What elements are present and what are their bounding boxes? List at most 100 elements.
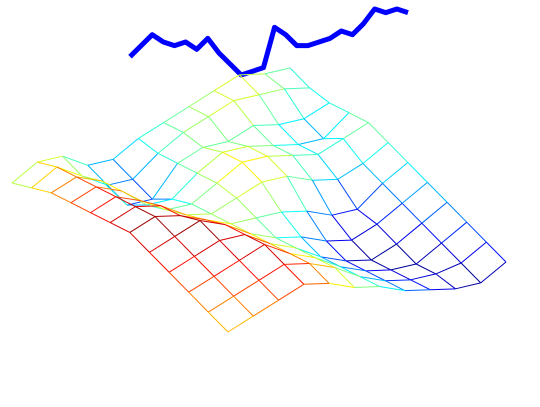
mesh-line <box>189 91 214 107</box>
mesh-line <box>32 167 57 188</box>
mesh-line <box>217 183 237 198</box>
mesh-line <box>284 89 304 119</box>
mesh-line <box>175 236 195 256</box>
mesh-line <box>214 276 234 296</box>
mesh-line <box>430 289 455 290</box>
mesh-line <box>441 243 461 263</box>
mesh-line <box>284 264 304 284</box>
mesh-line <box>237 198 257 218</box>
mesh-line <box>12 162 37 183</box>
mesh-line <box>172 173 197 199</box>
mesh-line <box>436 263 461 274</box>
mesh-line <box>228 141 248 146</box>
mesh-line <box>363 143 388 164</box>
mesh-line <box>149 252 169 272</box>
mesh-line <box>209 101 234 117</box>
mesh-line <box>234 280 259 296</box>
mesh-line <box>228 316 253 332</box>
mesh-line <box>447 202 467 222</box>
mesh-line <box>110 223 130 233</box>
mesh-line <box>223 152 243 162</box>
mesh-line <box>265 244 285 264</box>
mesh-line <box>486 242 506 262</box>
mesh-line <box>391 270 411 280</box>
mesh-line <box>197 152 222 173</box>
mesh-line <box>312 179 337 180</box>
mesh-line <box>307 211 332 215</box>
mesh-line <box>186 214 211 215</box>
mesh-line <box>265 68 290 74</box>
mesh-line <box>169 272 189 292</box>
mesh-line <box>422 223 442 243</box>
mesh-line <box>164 123 184 133</box>
mesh-line <box>12 183 32 188</box>
mesh-line <box>265 74 285 89</box>
mesh-line <box>281 212 301 237</box>
mesh-line <box>371 260 391 270</box>
mesh-line <box>189 292 209 312</box>
mesh-line <box>279 119 304 125</box>
mesh-line <box>338 179 358 209</box>
mesh-line <box>455 283 480 289</box>
mesh-line <box>203 147 223 152</box>
mesh-line <box>411 274 436 280</box>
mesh-line <box>262 176 287 182</box>
mesh-line <box>304 283 329 284</box>
mesh-line <box>192 183 217 204</box>
mesh-line <box>279 284 304 300</box>
mesh-line <box>329 103 349 113</box>
mesh-line <box>248 146 268 156</box>
mesh-line <box>234 95 259 101</box>
mesh-line <box>113 138 138 159</box>
mesh-line <box>239 260 259 280</box>
chart <box>0 0 540 407</box>
mesh-line <box>324 113 349 139</box>
mesh-line <box>397 244 417 264</box>
mesh-line <box>262 182 282 212</box>
mesh-line <box>158 132 183 153</box>
mesh-line <box>192 204 212 214</box>
mesh-line <box>178 163 198 173</box>
mesh-line <box>183 132 203 147</box>
mesh-line <box>422 202 447 223</box>
mesh-line <box>37 162 57 167</box>
mesh-line <box>276 237 301 238</box>
mesh-line <box>405 290 430 291</box>
mesh-line <box>284 88 309 89</box>
mesh-line <box>383 162 408 183</box>
mesh-line <box>228 126 253 142</box>
mesh-line <box>155 216 180 217</box>
mesh-line <box>172 199 192 204</box>
mesh-line <box>71 187 96 203</box>
mesh-line <box>441 222 466 243</box>
mesh-line <box>71 203 91 213</box>
mesh-line <box>416 243 441 264</box>
mesh-line <box>88 159 113 165</box>
mesh-line <box>231 218 256 224</box>
mesh-line <box>273 145 298 146</box>
mesh-line <box>481 262 506 283</box>
mesh-line <box>197 173 217 183</box>
mesh-line <box>467 222 487 242</box>
mesh-line <box>239 244 264 260</box>
mesh-line <box>63 156 83 176</box>
mesh-line <box>194 240 219 256</box>
mesh-line <box>208 296 233 312</box>
mesh-line <box>113 159 133 179</box>
mesh-line <box>158 153 178 163</box>
mesh-line <box>408 162 428 182</box>
mesh-line <box>194 256 214 276</box>
mesh-line <box>203 141 228 147</box>
mesh-line <box>293 155 313 180</box>
mesh-line <box>259 95 279 125</box>
mesh-line <box>304 103 329 119</box>
mesh-line <box>369 123 389 143</box>
mesh-line <box>155 217 175 237</box>
mesh-line <box>152 163 177 199</box>
mesh-line <box>189 276 214 292</box>
mesh-line <box>259 264 284 280</box>
mesh-line <box>461 242 486 263</box>
mesh-line <box>189 107 209 117</box>
mesh-line <box>214 75 239 91</box>
mesh-line <box>130 217 155 233</box>
